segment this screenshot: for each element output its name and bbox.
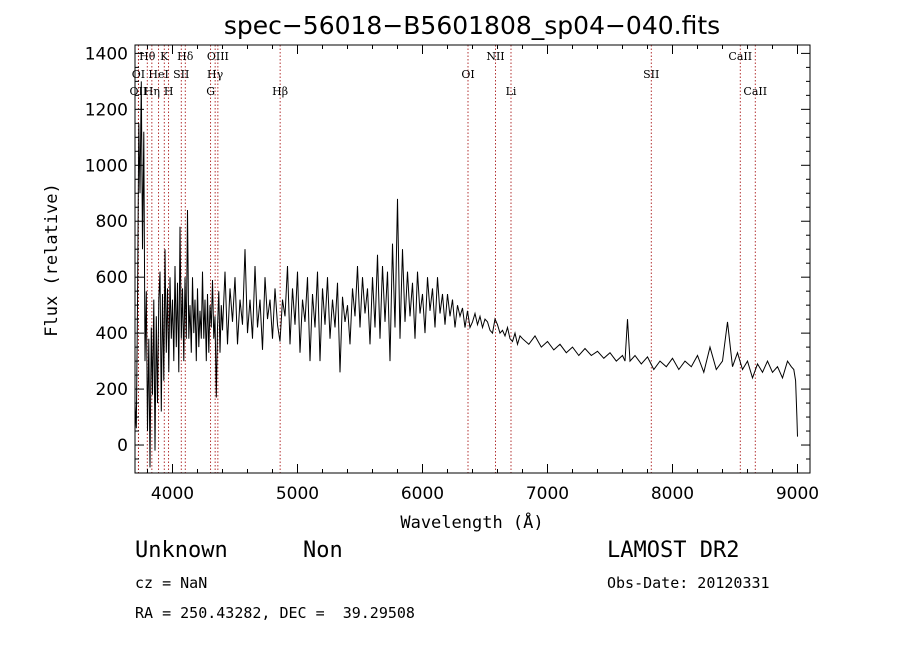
chart-title: spec−56018−B5601808_sp04−040.fits (224, 11, 720, 40)
line-marker-label: K (160, 50, 169, 63)
spectrum-line (134, 81, 798, 468)
x-tick-label: 8000 (651, 484, 694, 504)
y-tick-label: 1200 (85, 100, 128, 120)
y-tick-label: 800 (96, 212, 128, 232)
line-marker-label: Hθ (139, 50, 156, 63)
line-marker-label: Hδ (177, 50, 194, 63)
y-tick-label: 1400 (85, 44, 128, 64)
obs-date: Obs-Date: 20120331 (607, 574, 770, 592)
line-marker-label: CaII (743, 85, 767, 98)
x-tick-label: 6000 (401, 484, 444, 504)
line-marker-label: OIII (207, 50, 229, 63)
survey-name: LAMOST DR2 (607, 538, 740, 563)
x-tick-label: 7000 (526, 484, 569, 504)
y-tick-label: 400 (96, 324, 128, 344)
line-marker-label: NII (486, 50, 504, 63)
y-axis-label: Flux (relative) (42, 183, 62, 337)
x-tick-label: 4000 (151, 484, 194, 504)
spectrum-series (134, 81, 798, 468)
x-tick-label: 5000 (276, 484, 319, 504)
y-axis: 0 200 400 600 800 1000 1200 1400 (85, 44, 810, 474)
line-marker-label: Hγ (207, 68, 224, 81)
line-marker-label: CaII (728, 50, 752, 63)
y-tick-label: 600 (96, 268, 128, 288)
x-axis: 4000 5000 6000 7000 8000 9000 (147, 45, 819, 504)
x-axis-label: Wavelength (Å) (400, 511, 543, 533)
line-marker-label: SII (643, 68, 659, 81)
line-marker-label: G (206, 85, 215, 98)
y-tick-label: 200 (96, 380, 128, 400)
line-marker-label: OI (461, 68, 474, 81)
x-tick-label: 9000 (776, 484, 819, 504)
object-class: Unknown (135, 538, 228, 563)
line-marker-label: OII (130, 85, 148, 98)
line-marker-label: SII (173, 68, 189, 81)
line-marker-label: Hη (144, 85, 160, 98)
line-marker-label: Li (506, 85, 517, 98)
line-marker-label: H (164, 85, 174, 98)
y-tick-label: 0 (117, 436, 128, 456)
object-subclass: Non (303, 538, 343, 563)
y-tick-label: 1000 (85, 156, 128, 176)
line-marker-label: Hβ (272, 85, 288, 98)
line-marker-label: HeI (148, 68, 168, 81)
coordinates: RA = 250.43282, DEC = 39.29508 (135, 604, 415, 622)
redshift-cz: cz = NaN (135, 574, 208, 592)
plot-frame (134, 44, 811, 474)
